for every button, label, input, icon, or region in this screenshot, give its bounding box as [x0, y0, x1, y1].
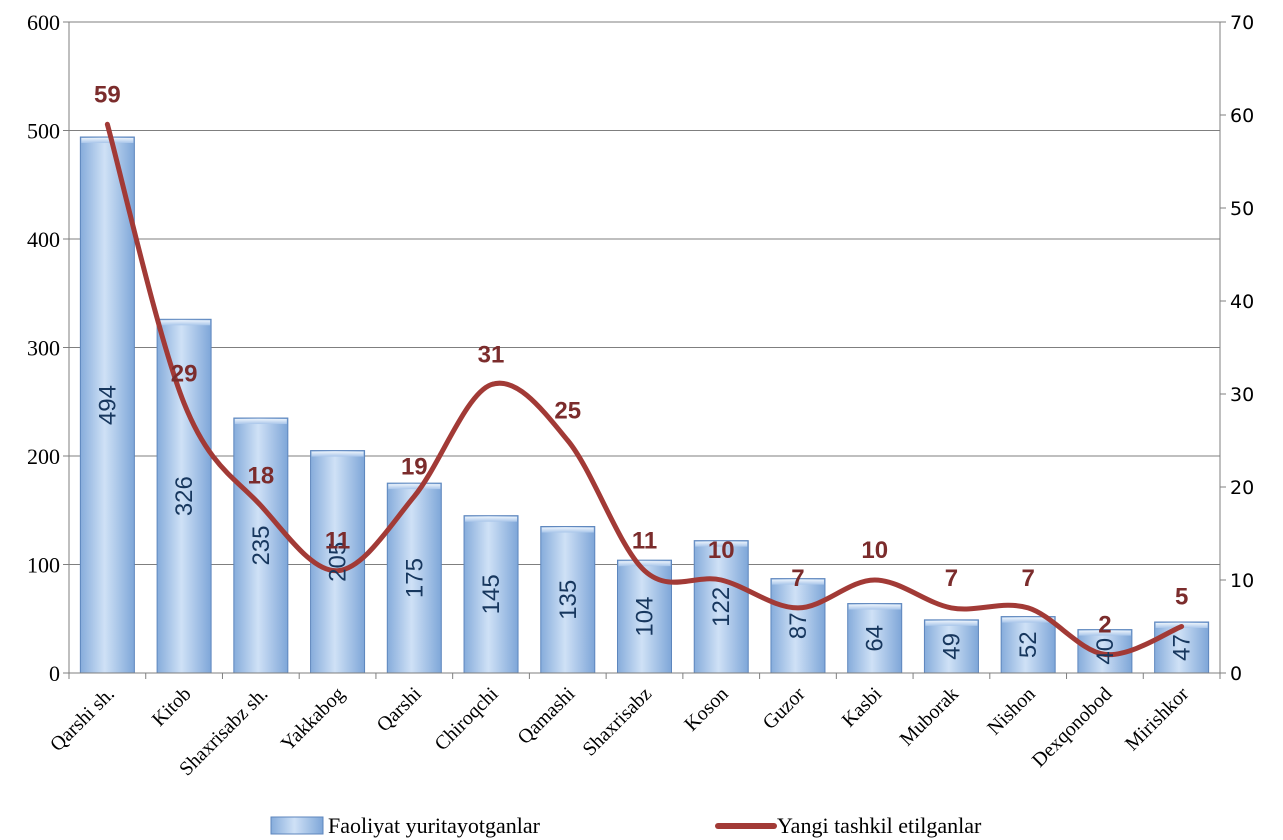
- x-category-label: Koson: [680, 683, 732, 735]
- bar-value-label: 175: [401, 558, 428, 598]
- y-right-tick-label: 20: [1230, 477, 1254, 499]
- line-value-label: 7: [945, 565, 958, 592]
- y-right-tick-label: 10: [1230, 570, 1254, 592]
- line-value-label: 31: [478, 342, 505, 369]
- legend-swatch-bars: [270, 816, 324, 835]
- line-value-label: 10: [861, 537, 888, 564]
- y-left-tick-label: 600: [27, 10, 60, 35]
- bar: [770, 578, 826, 674]
- bar-value-label: 494: [94, 385, 121, 425]
- y-right-tick-label: 40: [1230, 291, 1254, 313]
- line-value-label: 25: [554, 398, 581, 425]
- bar-value-label: 52: [1015, 631, 1042, 658]
- line-value-label: 19: [401, 453, 428, 480]
- bar-value-label: 145: [478, 574, 505, 614]
- bar-top-bevel: [158, 320, 211, 326]
- y-left-tick-label: 100: [27, 553, 60, 578]
- bar-top-bevel: [388, 484, 441, 490]
- bar-top-bevel: [1002, 617, 1055, 623]
- bar-value-label: 104: [632, 597, 659, 637]
- bar: [386, 482, 442, 674]
- bar: [1154, 621, 1210, 674]
- bar-top-bevel: [695, 541, 748, 547]
- x-category-label: Nishon: [983, 683, 1039, 739]
- line-path: [104, 121, 1185, 657]
- bar-top-bevel: [541, 527, 594, 533]
- line-series: [104, 121, 1185, 657]
- bar-value-label: 135: [555, 580, 582, 620]
- bar-top-bevel: [465, 516, 518, 522]
- line-value-label: 11: [325, 528, 350, 555]
- y-left-tick-label: 200: [27, 444, 60, 469]
- bar-value-label: 49: [938, 633, 965, 660]
- bar-value-label: 326: [171, 476, 198, 516]
- bar-top-bevel: [311, 451, 364, 457]
- legend: Faoliyat yuritayotganlar Yangi tashkil e…: [270, 813, 982, 838]
- line-value-label: 18: [247, 463, 274, 490]
- y-right-tick-label: 70: [1230, 12, 1254, 34]
- bar-top-bevel: [618, 561, 671, 567]
- bar: [1000, 616, 1056, 674]
- legend-label-line: Yangi tashkil etilganlar: [777, 813, 982, 838]
- x-category-label: Chiroqchi: [430, 683, 502, 755]
- line-value-label: 5: [1175, 584, 1188, 611]
- bar-top-bevel: [234, 419, 287, 425]
- y-left-tick-label: 500: [27, 119, 60, 144]
- bar-value-label: 122: [708, 587, 735, 627]
- bar-value-label: 47: [1169, 634, 1196, 661]
- x-category-label: Mirishkor: [1121, 683, 1193, 755]
- bar: [463, 515, 519, 674]
- y-left-tick-label: 0: [49, 661, 60, 686]
- bar-series: [79, 136, 1210, 674]
- line-value-label: 11: [632, 528, 657, 555]
- line-value-label: 10: [708, 537, 735, 564]
- line-value-label: 7: [791, 565, 804, 592]
- line-value-label: 2: [1098, 611, 1111, 638]
- y-left-tick-label: 400: [27, 227, 60, 252]
- y-left-tick-label: 300: [27, 336, 60, 361]
- bar-top-bevel: [848, 604, 901, 610]
- x-category-label: Kitob: [148, 683, 196, 731]
- bar-top-bevel: [81, 138, 134, 144]
- x-category-label: Muborak: [896, 683, 963, 750]
- y-right-tick-label: 50: [1230, 198, 1254, 220]
- bar: [233, 417, 289, 674]
- bar-top-bevel: [925, 620, 978, 626]
- bar: [156, 318, 212, 674]
- x-category-label: Qarshi sh.: [46, 683, 119, 756]
- x-category-label: Shaxrisabz: [578, 683, 656, 761]
- x-category-label: Yakkabog: [277, 683, 349, 755]
- bar-value-label: 40: [1092, 638, 1119, 665]
- y-right-tick-label: 0: [1230, 663, 1242, 685]
- legend-label-bars: Faoliyat yuritayotganlar: [328, 813, 541, 838]
- line-value-label: 59: [94, 81, 121, 108]
- y-right-tick-label: 30: [1230, 384, 1254, 406]
- bar: [923, 619, 979, 674]
- bar-top-bevel: [1078, 630, 1131, 636]
- line-value-label: 29: [171, 360, 198, 387]
- bar-value-label: 64: [862, 625, 889, 652]
- bar-top-bevel: [771, 579, 824, 585]
- line-value-label: 7: [1021, 565, 1034, 592]
- x-category-label: Kasbi: [838, 683, 887, 732]
- x-category-label: Dexqonobod: [1028, 683, 1117, 772]
- x-category-label: Guzor: [759, 683, 810, 734]
- bar-value-label: 87: [785, 612, 812, 639]
- y-right-tick-label: 60: [1230, 105, 1254, 127]
- x-category-label: Qarshi: [373, 683, 427, 737]
- bar: [847, 603, 903, 674]
- bar: [540, 526, 596, 674]
- bar-value-label: 235: [248, 525, 275, 565]
- bar-value-label: 205: [325, 542, 352, 582]
- x-category-label: Qamashi: [513, 683, 579, 749]
